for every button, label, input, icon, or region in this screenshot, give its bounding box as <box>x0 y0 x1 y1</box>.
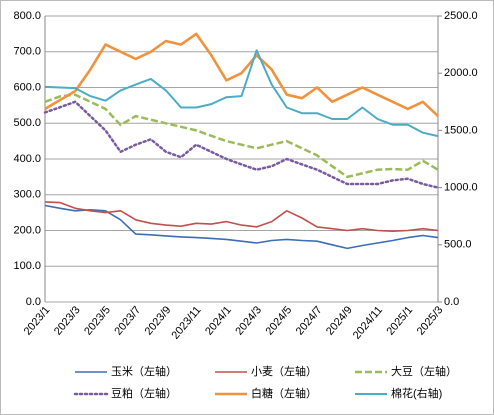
series-line <box>43 100 440 189</box>
series-line <box>44 32 439 118</box>
y-tick-label: 600.0 <box>13 81 41 93</box>
legend-label: 小麦（左轴） <box>251 364 317 378</box>
y-tick-label: 200.0 <box>13 224 41 236</box>
legend-label: 棉花(右轴) <box>391 386 442 400</box>
y-tick-label: 700.0 <box>13 46 41 58</box>
series-line <box>44 204 439 250</box>
y-tick-label: 400.0 <box>13 153 41 165</box>
legend-label: 玉米（左轴） <box>111 364 177 378</box>
y-tick-label: 0.0 <box>26 296 41 308</box>
y-tick-label: 800.0 <box>13 10 41 22</box>
y-tick-label: 500.0 <box>13 117 41 129</box>
y-tick-label: 300.0 <box>13 189 41 201</box>
series-line <box>44 49 439 138</box>
legend-label: 豆粕（左轴） <box>111 386 177 400</box>
series-line <box>44 201 439 232</box>
y2-tick-label: 1000.0 <box>444 182 478 194</box>
y2-tick-label: 1500.0 <box>444 124 478 136</box>
y2-tick-label: 0.0 <box>444 296 459 308</box>
y2-tick-label: 500.0 <box>444 239 472 251</box>
series-line <box>44 93 439 179</box>
legend-label: 白糖（左轴） <box>251 386 317 400</box>
legend-label: 大豆（左轴） <box>391 364 457 378</box>
y-tick-label: 100.0 <box>13 260 41 272</box>
y2-tick-label: 2500.0 <box>444 10 478 22</box>
y2-tick-label: 2000.0 <box>444 67 478 79</box>
